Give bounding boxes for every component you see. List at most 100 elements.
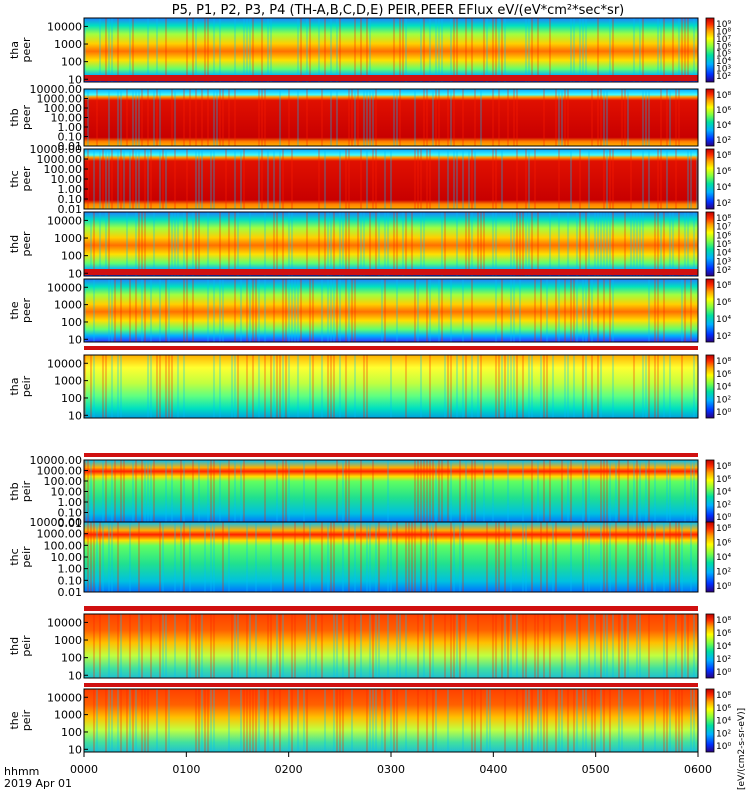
texture-stripe	[621, 689, 623, 752]
texture-stripe	[642, 212, 644, 276]
texture-stripe	[267, 149, 269, 209]
texture-stripe	[486, 689, 488, 752]
texture-stripe	[504, 689, 506, 752]
colorbar-tick-label: 10⁴	[716, 717, 731, 727]
texture-stripe	[240, 279, 242, 342]
texture-stripe	[243, 149, 245, 209]
texture-stripe	[561, 89, 563, 146]
texture-stripe	[162, 522, 164, 592]
texture-stripe	[135, 689, 137, 752]
texture-stripe	[201, 89, 203, 146]
texture-stripe	[471, 460, 473, 523]
texture-stripe	[543, 89, 545, 146]
texture-stripe	[291, 212, 293, 276]
texture-stripe	[492, 614, 494, 678]
texture-stripe	[594, 212, 596, 276]
texture-stripe	[459, 522, 461, 592]
panel-the-peir: 10 100 1000 10000 the peir	[8, 688, 699, 756]
texture-stripe	[126, 89, 128, 146]
texture-stripe	[420, 212, 422, 276]
texture-stripe	[282, 279, 284, 342]
texture-stripe	[186, 614, 188, 678]
y-tick-label: 10.00	[51, 486, 83, 499]
texture-stripe	[315, 460, 317, 523]
texture-stripe	[198, 212, 200, 276]
texture-stripe	[471, 18, 473, 82]
texture-stripe	[381, 279, 383, 342]
colorbar-tick-label: 10⁰	[716, 513, 731, 523]
texture-stripe	[630, 212, 632, 276]
texture-stripe	[312, 279, 314, 342]
texture-stripe	[297, 689, 299, 752]
texture-stripe	[543, 614, 545, 678]
colorbar-tick-label: 10⁶	[716, 629, 731, 639]
texture-stripe	[225, 149, 227, 209]
spectrogram-fill	[84, 460, 698, 523]
texture-stripe	[591, 89, 593, 146]
texture-stripe	[162, 149, 164, 209]
texture-stripe	[480, 212, 482, 276]
texture-stripe	[318, 149, 320, 209]
texture-stripe	[447, 89, 449, 146]
colorbar-label: [eV/(cm2-s-sr-eV)]	[737, 708, 747, 790]
texture-stripe	[462, 355, 464, 418]
texture-stripe	[423, 18, 425, 82]
texture-stripe	[366, 149, 368, 209]
texture-stripe	[645, 460, 647, 523]
texture-stripe	[243, 689, 245, 752]
texture-stripe	[279, 689, 281, 752]
texture-stripe	[471, 689, 473, 752]
colorbar-tick-label: 10²	[716, 136, 731, 146]
texture-stripe	[120, 614, 122, 678]
texture-stripe	[249, 279, 251, 342]
panel-frame	[83, 278, 699, 343]
texture-stripe	[108, 279, 110, 342]
texture-stripe	[291, 149, 293, 209]
texture-stripe	[135, 149, 137, 209]
texture-stripe	[579, 18, 581, 82]
texture-stripe	[657, 212, 659, 276]
texture-stripe	[576, 614, 578, 678]
texture-stripe	[270, 18, 272, 82]
texture-stripe	[429, 460, 431, 523]
texture-stripe	[198, 149, 200, 209]
texture-stripe	[585, 279, 587, 342]
texture-stripe	[501, 355, 503, 418]
texture-stripe	[348, 522, 350, 592]
texture-stripe	[594, 614, 596, 678]
texture-stripe	[201, 614, 203, 678]
texture-stripe	[660, 149, 662, 209]
texture-stripe	[369, 689, 371, 752]
texture-stripe	[528, 689, 530, 752]
texture-stripe	[348, 460, 350, 523]
texture-stripe	[333, 279, 335, 342]
texture-stripe	[381, 689, 383, 752]
texture-stripe	[654, 279, 656, 342]
texture-stripe	[306, 89, 308, 146]
y-tick-label: 10	[68, 73, 82, 86]
panel-frame	[83, 613, 699, 679]
texture-stripe	[537, 460, 539, 523]
texture-stripe	[519, 212, 521, 276]
texture-stripe	[147, 460, 149, 523]
texture-stripe	[306, 212, 308, 276]
texture-stripe	[438, 460, 440, 523]
texture-stripe	[498, 18, 500, 82]
panel-probe-label: thb	[8, 482, 21, 500]
texture-stripe	[375, 522, 377, 592]
y-tick-label: 10000	[47, 616, 82, 629]
texture-stripe	[450, 460, 452, 523]
texture-stripe	[423, 212, 425, 276]
colorbar-tick-label: 10⁶	[716, 370, 731, 380]
texture-stripe	[441, 212, 443, 276]
y-tick-label: 1000	[54, 232, 82, 245]
texture-stripe	[222, 279, 224, 342]
texture-stripe	[354, 279, 356, 342]
texture-stripe	[228, 89, 230, 146]
texture-stripe	[465, 18, 467, 82]
texture-stripe	[495, 212, 497, 276]
texture-stripe	[555, 689, 557, 752]
texture-stripe	[99, 149, 101, 209]
time-tick-label: 0500	[582, 763, 610, 776]
